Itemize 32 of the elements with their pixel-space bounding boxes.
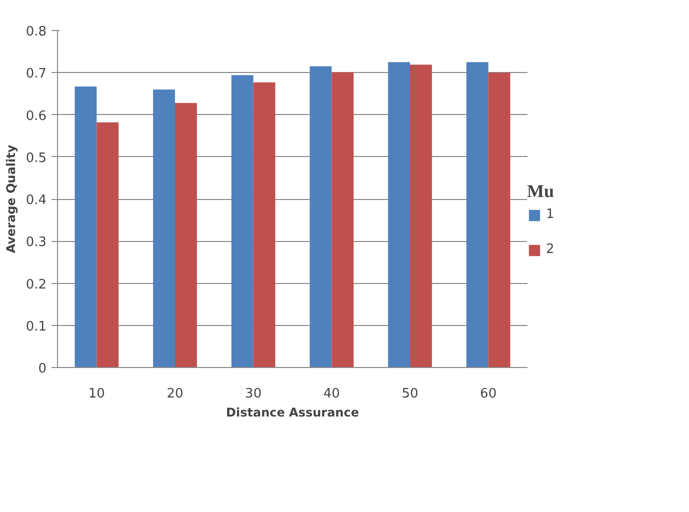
y-tick-label: 0.7 (26, 66, 47, 82)
y-tick-label: 0.4 (26, 193, 47, 208)
x-tick-label: 30 (245, 386, 262, 402)
x-tick-label: 60 (480, 386, 497, 402)
legend-label: 2 (546, 242, 556, 257)
y-tick-label: 0.1 (26, 319, 47, 334)
y-tick-label: 0 (38, 362, 47, 376)
legend-title: Mu (527, 181, 555, 202)
legend-label: 1 (546, 207, 556, 222)
bar (231, 75, 254, 368)
x-tick-label: 40 (323, 386, 340, 402)
bar (466, 62, 488, 368)
y-axis-title: Average Quality (4, 144, 18, 254)
bar (96, 122, 119, 368)
y-tick-label: 0.3 (26, 235, 47, 250)
x-axis-title: Distance Assurance (226, 406, 359, 420)
bar (332, 72, 354, 368)
bar (175, 102, 197, 368)
y-tick-label: 0.8 (26, 24, 47, 40)
bar (410, 64, 432, 368)
y-tick-label: 0.5 (26, 150, 47, 166)
y-tick-label: 0.2 (26, 277, 47, 292)
bar (388, 62, 410, 368)
x-tick-label: 20 (166, 386, 184, 402)
x-tick-label: 50 (402, 386, 418, 402)
bar (253, 82, 276, 368)
bar (74, 86, 97, 368)
y-tick-label: 0.6 (26, 108, 47, 124)
bar (310, 66, 332, 368)
bar (488, 72, 510, 368)
bar (153, 89, 175, 368)
x-tick-label: 10 (88, 386, 105, 402)
